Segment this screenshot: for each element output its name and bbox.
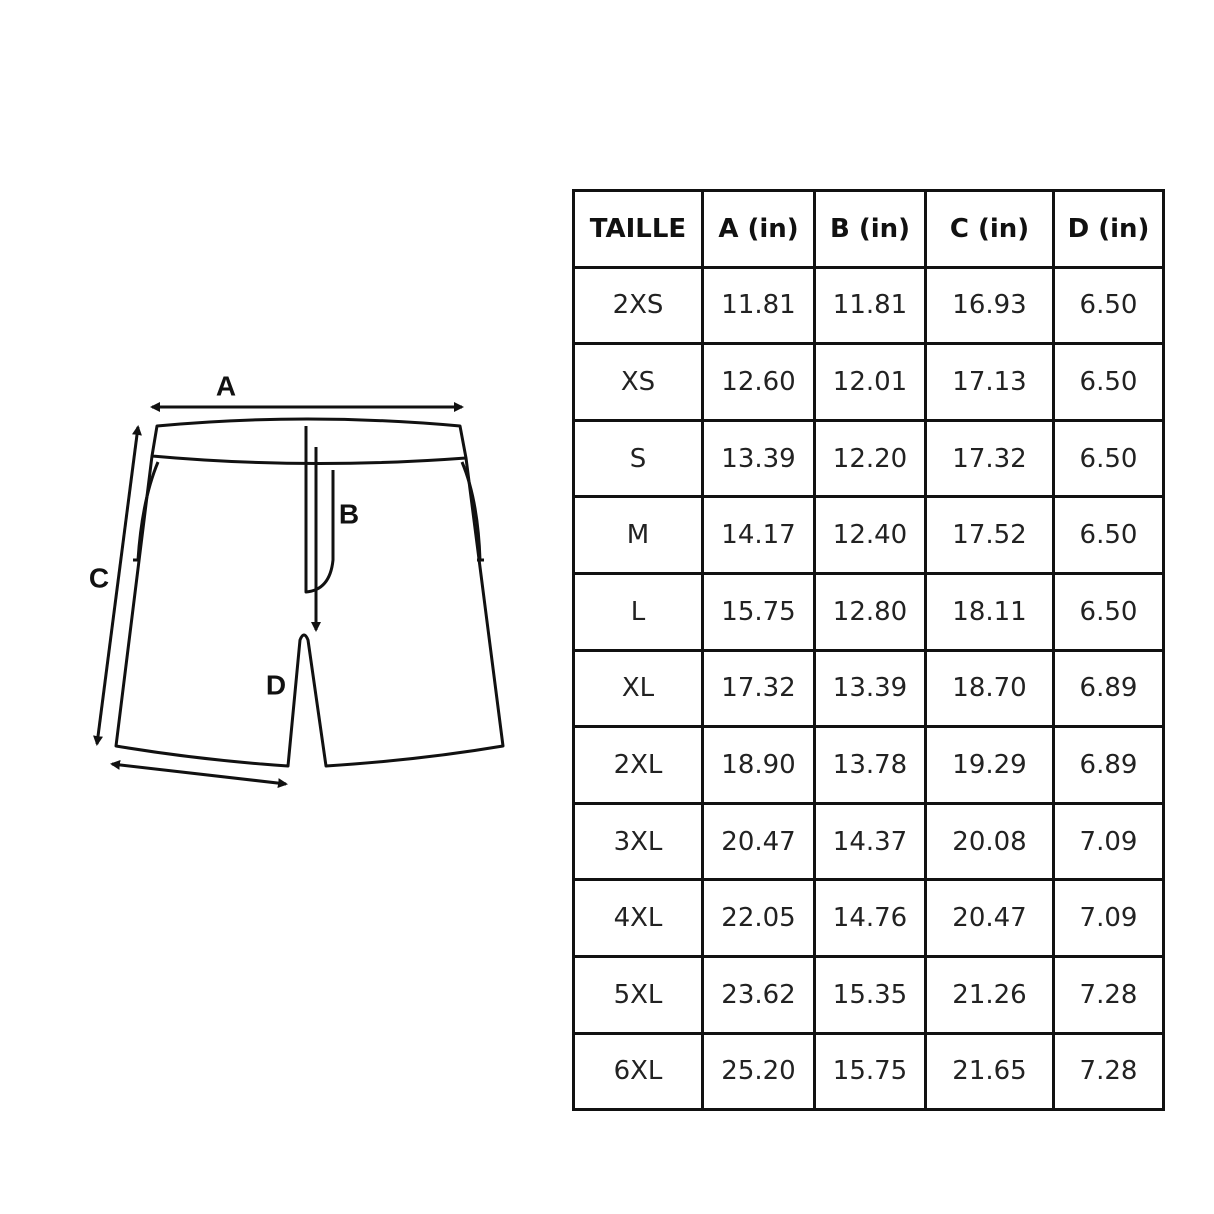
data-row-cell: 15.75 — [813, 1031, 927, 1112]
data-row: M 14.17 12.40 17.52 6.50 — [572, 495, 1165, 575]
data-row-cell: 7.28 — [1052, 1031, 1165, 1112]
data-row: 6XL 25.20 15.75 21.65 7.28 — [572, 1031, 1165, 1112]
data-row: 2XS 11.81 11.81 16.93 6.50 — [572, 265, 1165, 346]
data-row-cell: 18.11 — [924, 571, 1055, 652]
data-row-cell: 17.13 — [924, 342, 1055, 422]
data-row-cell: 15.75 — [701, 571, 816, 652]
data-row-cell: 12.20 — [813, 418, 927, 499]
data-row: 5XL 23.62 15.35 21.26 7.28 — [572, 954, 1165, 1035]
data-row-cell: 12.60 — [701, 342, 816, 422]
data-row-cell: 7.28 — [1052, 954, 1165, 1035]
data-row-cell: 11.81 — [813, 265, 927, 346]
data-row: XS 12.60 12.01 17.13 6.50 — [572, 342, 1165, 422]
data-row-cell: 6.50 — [1052, 571, 1165, 652]
data-row-cell: 22.05 — [701, 878, 816, 958]
data-row-cell: 12.01 — [813, 342, 927, 422]
data-row-cell: XL — [572, 648, 704, 729]
data-row: 4XL 22.05 14.76 20.47 7.09 — [572, 878, 1165, 958]
data-row-cell: 17.52 — [924, 495, 1055, 575]
data-row: XL 17.32 13.39 18.70 6.89 — [572, 648, 1165, 729]
data-row-cell: 14.17 — [701, 495, 816, 575]
data-row-cell: 20.08 — [924, 801, 1055, 882]
label-b: B — [339, 498, 359, 529]
data-row-cell: 2XS — [572, 265, 704, 346]
data-row-cell: 6.89 — [1052, 648, 1165, 729]
data-row-cell: 13.78 — [813, 725, 927, 805]
data-row-cell: 13.39 — [701, 418, 816, 499]
data-row-cell: 6.50 — [1052, 495, 1165, 575]
data-row: S 13.39 12.20 17.32 6.50 — [572, 418, 1165, 499]
data-row-cell: 14.76 — [813, 878, 927, 958]
data-row: 2XL 18.90 13.78 19.29 6.89 — [572, 725, 1165, 805]
data-row-cell: 3XL — [572, 801, 704, 882]
data-row-cell: 15.35 — [813, 954, 927, 1035]
data-row-cell: 6.89 — [1052, 725, 1165, 805]
label-c: C — [89, 562, 109, 593]
data-row: L 15.75 12.80 18.11 6.50 — [572, 571, 1165, 652]
data-row-cell: 11.81 — [701, 265, 816, 346]
size-table: TAILLE A (in) B (in) C (in) D (in) 2XS 11.81 11… — [572, 189, 1165, 1112]
data-row-cell: 18.90 — [701, 725, 816, 805]
label-d: D — [266, 669, 286, 700]
data-row-cell: 5XL — [572, 954, 704, 1035]
header-row-cell: C (in) — [924, 189, 1055, 269]
dimension-arrows — [93, 402, 464, 789]
data-row-cell: S — [572, 418, 704, 499]
data-row-cell: 6.50 — [1052, 418, 1165, 499]
data-row-cell: 16.93 — [924, 265, 1055, 346]
data-row-cell: 13.39 — [813, 648, 927, 729]
data-row-cell: M — [572, 495, 704, 575]
data-row-cell: 20.47 — [924, 878, 1055, 958]
data-row-cell: 6XL — [572, 1031, 704, 1112]
data-row-cell: 17.32 — [701, 648, 816, 729]
shorts-outline — [114, 417, 505, 768]
data-row-cell: 19.29 — [924, 725, 1055, 805]
data-row-cell: 25.20 — [701, 1031, 816, 1112]
header-row-cell: B (in) — [813, 189, 927, 269]
data-row-cell: L — [572, 571, 704, 652]
data-row-cell: 18.70 — [924, 648, 1055, 729]
data-row-cell: 21.65 — [924, 1031, 1055, 1112]
data-row-cell: 20.47 — [701, 801, 816, 882]
header-row-cell: A (in) — [701, 189, 816, 269]
data-row-cell: 21.26 — [924, 954, 1055, 1035]
header-row-cell: TAILLE — [572, 189, 704, 269]
data-row-cell: 12.80 — [813, 571, 927, 652]
data-row-cell: 7.09 — [1052, 801, 1165, 882]
data-row-cell: 17.32 — [924, 418, 1055, 499]
data-row: 3XL 20.47 14.37 20.08 7.09 — [572, 801, 1165, 882]
data-row-cell: 4XL — [572, 878, 704, 958]
data-row-cell: 6.50 — [1052, 342, 1165, 422]
data-row-cell: 12.40 — [813, 495, 927, 575]
data-row-cell: 23.62 — [701, 954, 816, 1035]
header-row: TAILLE A (in) B (in) C (in) D (in) — [572, 189, 1165, 269]
data-row-cell: 6.50 — [1052, 265, 1165, 346]
label-a: A — [216, 370, 236, 401]
data-row-cell: 7.09 — [1052, 878, 1165, 958]
header-row-cell: D (in) — [1052, 189, 1165, 269]
data-row-cell: 14.37 — [813, 801, 927, 882]
data-row-cell: 2XL — [572, 725, 704, 805]
data-row-cell: XS — [572, 342, 704, 422]
